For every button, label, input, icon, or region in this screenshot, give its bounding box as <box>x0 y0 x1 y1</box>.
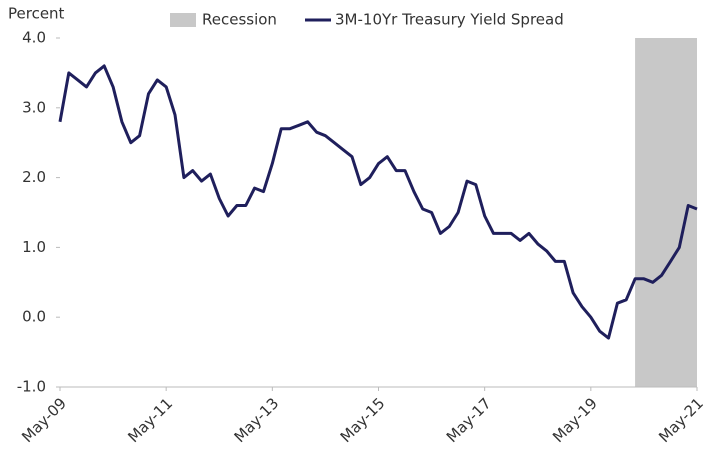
series-line <box>58 64 698 340</box>
y-tick-label: 3.0 <box>22 98 46 116</box>
x-tick-label: May-17 <box>443 394 495 446</box>
legend-label: Recession <box>202 11 277 29</box>
x-tick-label: May-15 <box>337 394 389 446</box>
y-tick-label: 1.0 <box>22 238 46 256</box>
y-axis-label: Percent <box>8 5 65 23</box>
x-tick-label: May-09 <box>18 394 70 446</box>
x-tick-label: May-19 <box>549 394 601 446</box>
y-tick-label: -1.0 <box>17 378 46 396</box>
x-tick-label: May-21 <box>655 394 707 446</box>
x-tick-label: May-13 <box>231 394 283 446</box>
legend-swatch <box>170 13 196 27</box>
y-tick-label: 4.0 <box>22 29 46 47</box>
y-tick-label: 0.0 <box>22 308 46 326</box>
x-tick-label: May-11 <box>124 394 176 446</box>
legend-label: 3M-10Yr Treasury Yield Spread <box>335 11 564 29</box>
y-tick-label: 2.0 <box>22 168 46 186</box>
